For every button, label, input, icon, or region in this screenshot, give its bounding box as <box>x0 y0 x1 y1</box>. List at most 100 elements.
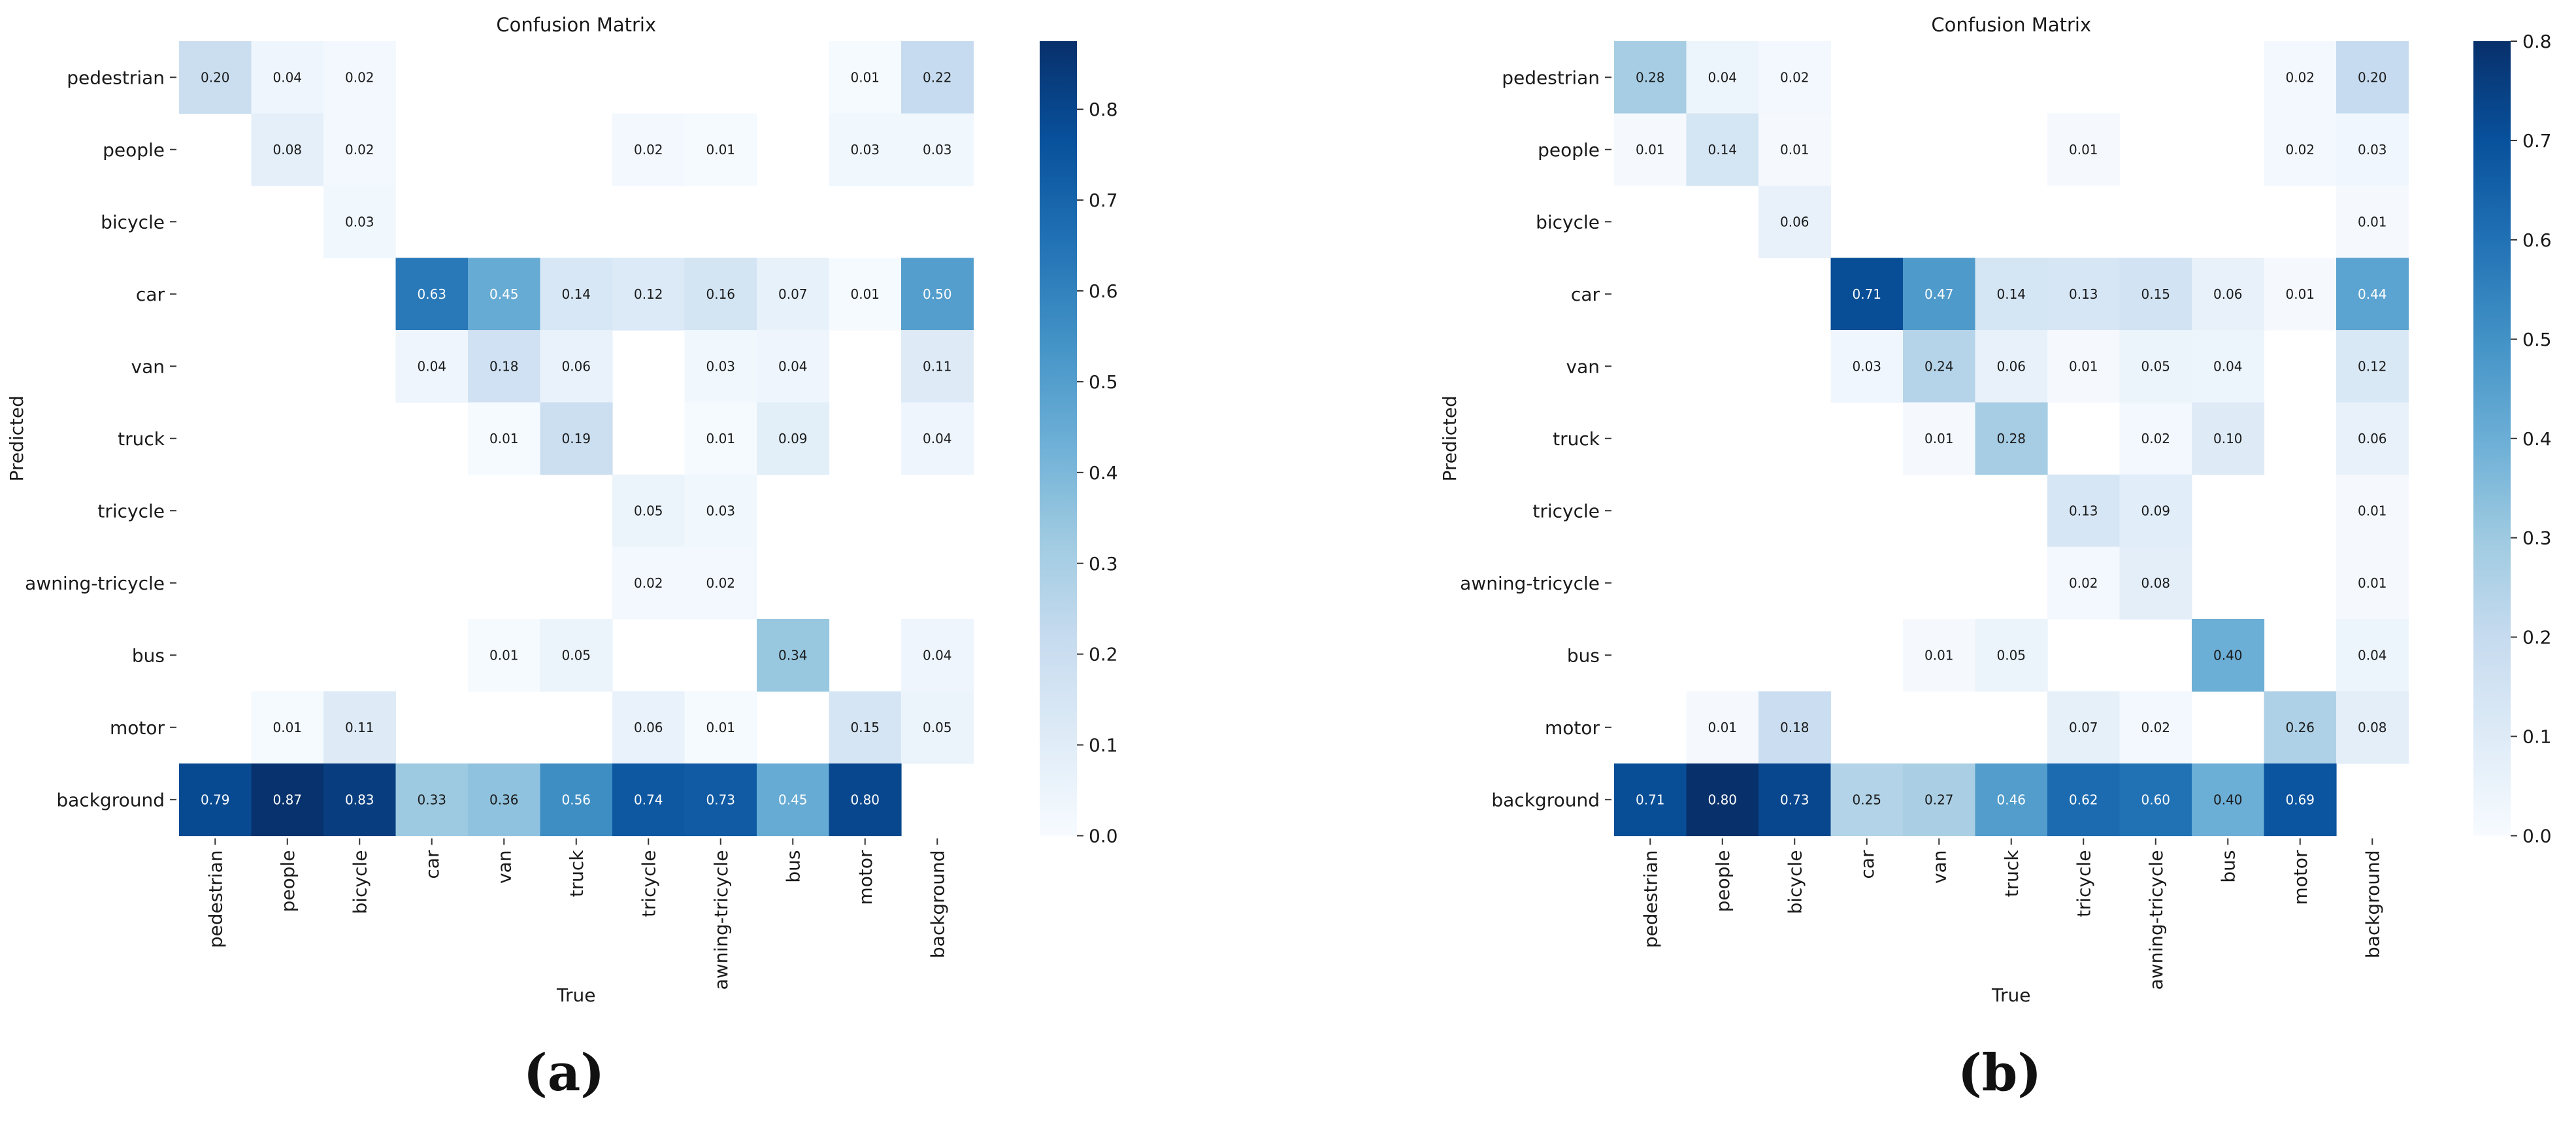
heatmap-cell <box>1975 763 2048 837</box>
heatmap-cell <box>468 330 541 403</box>
cell-value-label: 0.01 <box>850 286 880 302</box>
heatmap-cell <box>2047 258 2121 331</box>
heatmap-cell <box>684 258 757 331</box>
x-tick-label: bicycle <box>349 850 371 914</box>
cell-value-label: 0.04 <box>923 647 952 663</box>
heatmap-cell <box>2047 475 2121 548</box>
heatmap-cell <box>1759 41 1832 114</box>
y-tick-label: background <box>1491 789 1600 811</box>
y-tick-label: bicycle <box>1536 211 1600 233</box>
heatmap-cell <box>684 330 757 403</box>
heatmap-cell <box>684 113 757 186</box>
y-tick-label: awning-tricycle <box>25 573 165 594</box>
heatmap-cell <box>395 763 469 837</box>
heatmap-cell <box>1903 330 1976 403</box>
heatmap-cell <box>2264 691 2337 764</box>
cell-value-label: 0.02 <box>2141 431 2170 446</box>
heatmap-cell <box>2192 402 2265 475</box>
cell-value-label: 0.45 <box>489 286 519 302</box>
heatmap-cell <box>901 691 974 764</box>
heatmap-cell <box>323 186 397 259</box>
heatmap-cell <box>179 763 252 837</box>
cell-value-label: 0.01 <box>2358 575 2387 591</box>
cell-value-label: 0.07 <box>2069 720 2098 735</box>
cell-value-label: 0.04 <box>923 431 952 446</box>
x-tick-label: van <box>493 850 515 884</box>
colorbar-tick-label: 0.8 <box>1089 99 1118 120</box>
heatmap-cell <box>2264 763 2337 837</box>
cell-value-label: 0.10 <box>2213 431 2243 446</box>
cell-value-label: 0.44 <box>2358 286 2387 302</box>
heatmap-cell <box>2336 475 2409 548</box>
cell-value-label: 0.06 <box>2213 286 2243 302</box>
heatmap-cell <box>757 330 830 403</box>
cell-value-label: 0.09 <box>778 431 808 446</box>
cell-value-label: 0.16 <box>706 286 735 302</box>
heatmap-cell <box>1759 763 1832 837</box>
heatmap-cell <box>684 763 757 837</box>
heatmap-cell <box>612 258 685 331</box>
cell-value-label: 0.19 <box>561 431 591 446</box>
heatmap-cell <box>684 402 757 475</box>
x-tick-label: truck <box>2001 850 2023 897</box>
x-axis-label: True <box>556 984 595 1006</box>
heatmap-cell <box>1975 402 2048 475</box>
cell-value-label: 0.04 <box>1708 69 1737 85</box>
y-tick-label: bus <box>132 645 165 666</box>
y-tick-label: tricycle <box>1532 500 1600 522</box>
y-tick-label: motor <box>1545 717 1600 739</box>
heatmap-cell <box>1975 619 2048 692</box>
heatmap-cell <box>2336 546 2409 620</box>
cell-value-label: 0.02 <box>2285 142 2315 158</box>
confusion-matrix-panel-a: Confusion Matrix 0.20 0.04 0.02 0.01 0.22 0.08… <box>6 14 1118 1103</box>
cell-value-label: 0.15 <box>850 720 880 735</box>
x-tick-label: people <box>1712 850 1734 913</box>
y-tick-label: pedestrian <box>1502 67 1600 88</box>
y-tick-label: people <box>1538 139 1600 161</box>
cell-value-label: 0.11 <box>345 720 374 735</box>
cell-value-label: 0.02 <box>634 575 663 591</box>
y-tick-label: motor <box>110 717 165 739</box>
heatmap-cell <box>2119 546 2192 620</box>
panel-caption: (b) <box>1958 1043 2041 1103</box>
heatmap-cell <box>1903 763 1976 837</box>
heatmap-cell <box>2192 330 2265 403</box>
cell-value-label: 0.13 <box>2069 286 2098 302</box>
cell-value-label: 0.25 <box>1852 792 1881 807</box>
heatmap-cell <box>2047 691 2121 764</box>
cell-value-label: 0.03 <box>706 503 735 518</box>
cell-value-label: 0.20 <box>201 69 230 85</box>
cell-value-label: 0.01 <box>850 69 880 85</box>
cell-value-label: 0.62 <box>2069 792 2098 807</box>
colorbar-tick-label: 0.8 <box>2522 31 2552 52</box>
colorbar-tick-label: 0.0 <box>2522 826 2552 847</box>
heatmap-cell <box>1759 186 1832 259</box>
heatmap-cell <box>1614 763 1687 837</box>
heatmap-cell <box>2119 691 2192 764</box>
cell-value-label: 0.27 <box>1924 792 1954 807</box>
cell-value-label: 0.03 <box>2358 142 2387 158</box>
heatmap-cell <box>323 41 397 114</box>
heatmap-cell <box>829 113 902 186</box>
cell-value-label: 0.22 <box>923 69 952 85</box>
heatmap-cell <box>901 41 974 114</box>
heatmap-cell <box>2047 763 2121 837</box>
heatmap-cell <box>2192 763 2265 837</box>
cell-value-label: 0.74 <box>634 792 663 807</box>
heatmap-cell <box>612 691 685 764</box>
heatmap-cell <box>540 763 613 837</box>
heatmap-cell <box>1686 41 1759 114</box>
cell-value-label: 0.56 <box>561 792 591 807</box>
heatmap-cell <box>2047 546 2121 620</box>
colorbar-tick-label: 0.2 <box>1089 644 1118 665</box>
cell-value-label: 0.11 <box>923 358 952 374</box>
heatmap-cell <box>1686 691 1759 764</box>
cell-value-label: 0.09 <box>2141 503 2170 518</box>
cell-value-label: 0.02 <box>1780 69 1809 85</box>
x-tick-label: car <box>421 850 443 879</box>
y-tick-label: tricycle <box>97 500 165 522</box>
cell-value-label: 0.18 <box>489 358 519 374</box>
cell-value-label: 0.45 <box>778 792 808 807</box>
heatmap-cell <box>2336 41 2409 114</box>
